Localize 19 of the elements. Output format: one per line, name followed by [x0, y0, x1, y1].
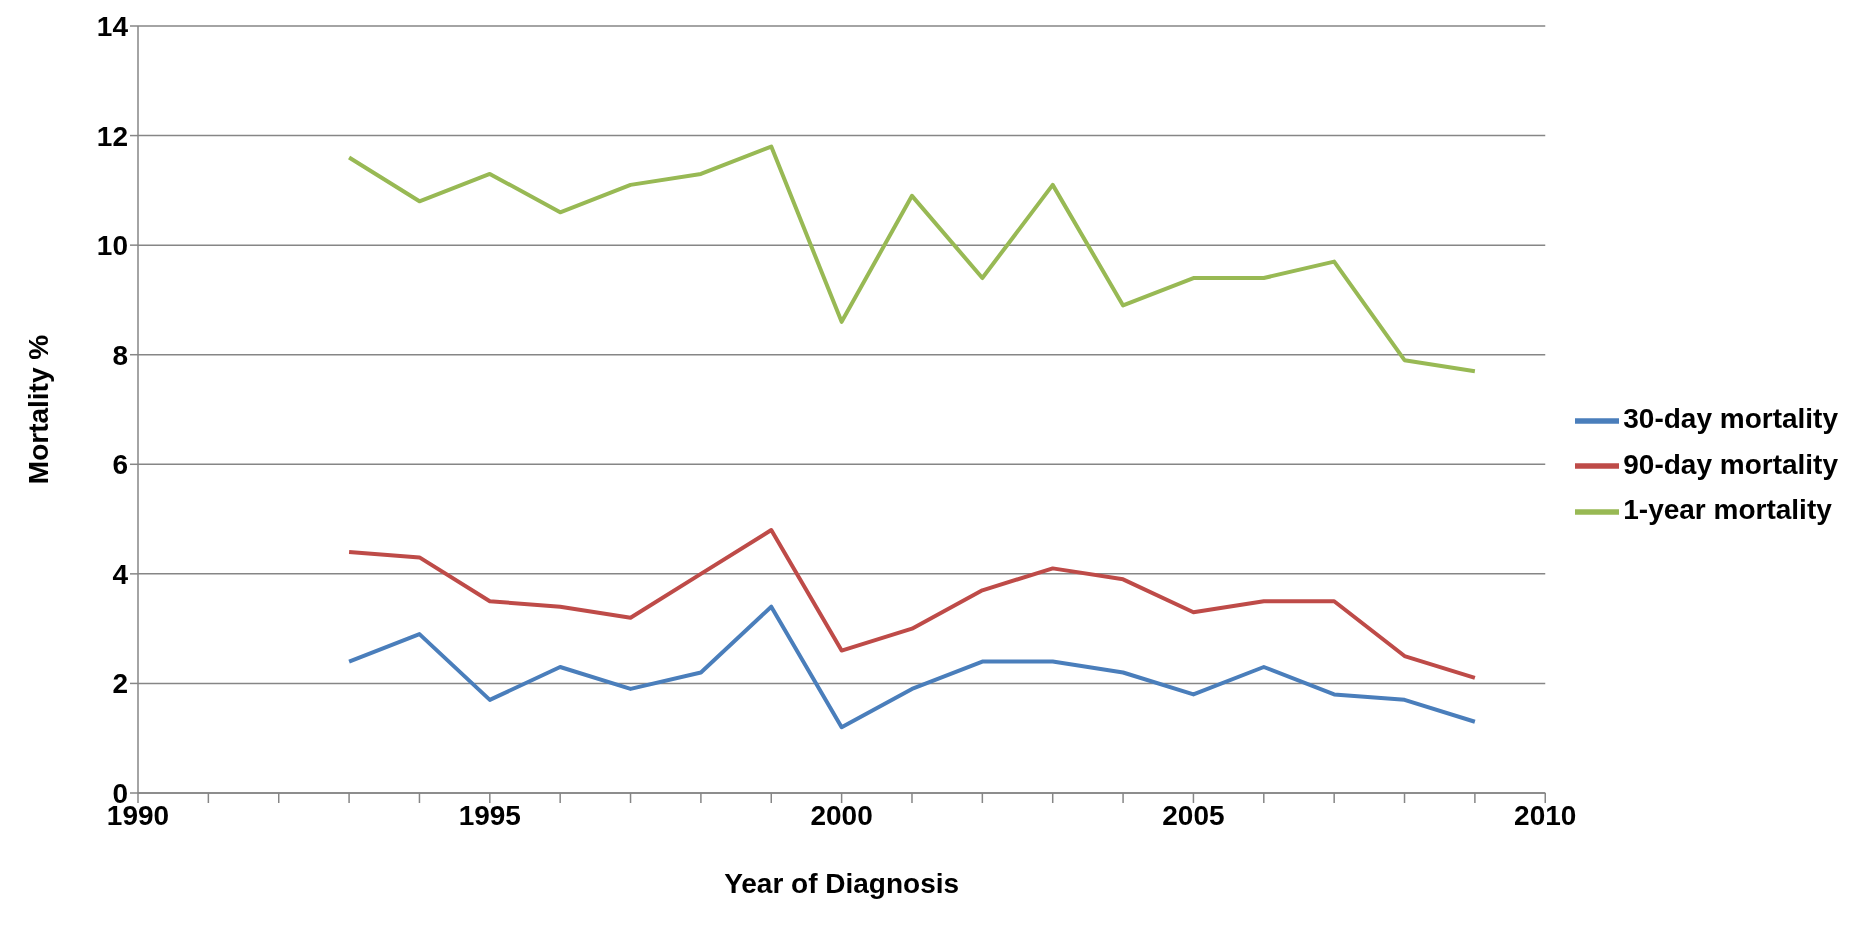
- y-tick-label: 2: [112, 668, 128, 700]
- legend-label: 30-day mortality: [1623, 403, 1838, 435]
- x-tick-label: 2000: [810, 799, 873, 831]
- line-series: [347, 604, 1477, 730]
- line-series: [347, 528, 1477, 680]
- legend-label: 90-day mortality: [1623, 448, 1838, 480]
- x-tick-label: 1995: [458, 799, 521, 831]
- x-tick-label: 2010: [1514, 799, 1577, 831]
- y-tick-label: 6: [112, 449, 128, 481]
- y-tick-label: 12: [96, 120, 128, 152]
- legend-label: 1-year mortality: [1623, 494, 1832, 526]
- y-tick-label: 4: [112, 558, 129, 590]
- y-axis-title: Mortality %: [22, 334, 54, 485]
- y-tick-label: 8: [112, 339, 128, 371]
- x-axis-title: Year of Diagnosis: [724, 868, 960, 899]
- y-tick-label: 10: [96, 230, 128, 262]
- y-tick-label: 14: [96, 10, 129, 42]
- line-series: [347, 144, 1477, 374]
- x-tick-label: 2005: [1162, 799, 1225, 831]
